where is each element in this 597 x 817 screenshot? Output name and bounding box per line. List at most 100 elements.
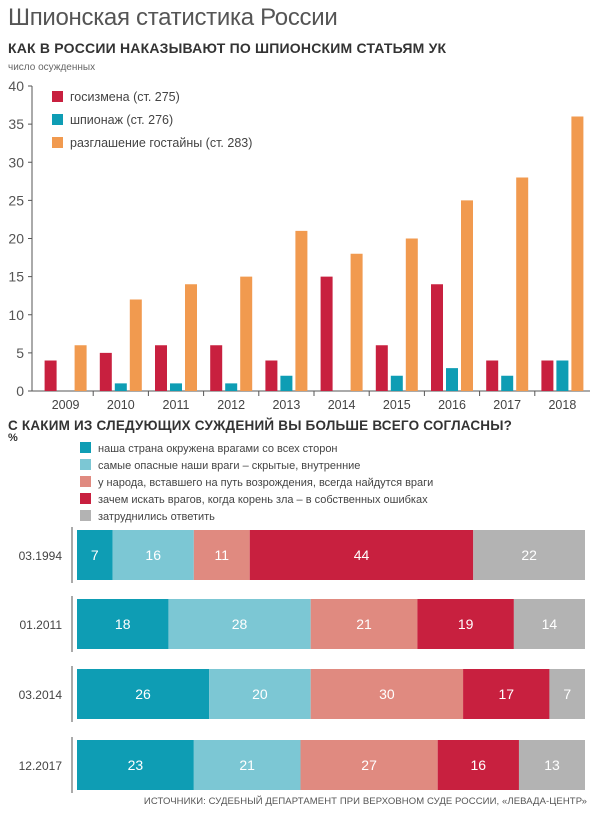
bar — [170, 383, 182, 391]
bar — [74, 345, 87, 391]
y-tick-label: 10 — [8, 307, 24, 323]
bar — [446, 368, 458, 391]
data-label: 14 — [542, 616, 558, 632]
bar — [114, 383, 127, 391]
bar — [129, 299, 142, 391]
data-label: 23 — [128, 757, 144, 773]
bar — [405, 238, 418, 391]
legend-swatch — [80, 493, 91, 504]
data-label: 16 — [145, 547, 161, 563]
bar — [225, 383, 238, 391]
y-tick-label: 0 — [16, 383, 24, 399]
bar — [516, 177, 529, 391]
legend-label: разглашение гостайны (ст. 283) — [70, 136, 252, 150]
y-tick-label: 30 — [8, 154, 24, 170]
bar-segment — [549, 669, 585, 719]
legend-label: наша страна окружена врагами со всех сто… — [98, 443, 338, 455]
legend-label: затруднились ответить — [98, 511, 215, 523]
legend-label: госизмена (ст. 275) — [70, 90, 180, 104]
legend-label: у народа, вставшего на путь возрождения,… — [98, 477, 433, 489]
bar-segment — [518, 740, 585, 790]
legend-swatch — [52, 114, 63, 125]
y-tick-label: 35 — [8, 116, 24, 132]
bar-segment — [513, 599, 585, 649]
bar-segment — [473, 530, 585, 580]
x-tick-label: 2014 — [328, 398, 356, 412]
chart1-title: КАК В РОССИИ НАКАЗЫВАЮТ ПО ШПИОНСКИМ СТА… — [8, 40, 447, 56]
data-label: 30 — [379, 686, 395, 702]
chart2-title: С КАКИМ ИЗ СЛЕДУЮЩИХ СУЖДЕНИЙ ВЫ БОЛЬШЕ … — [8, 418, 513, 433]
bar-segment — [249, 530, 474, 580]
bar — [240, 276, 253, 391]
bar — [461, 200, 473, 391]
y-tick-label: 15 — [8, 269, 24, 285]
legend-swatch — [52, 137, 63, 148]
page-title: Шпионская статистика России — [8, 4, 338, 31]
data-label: 28 — [232, 616, 248, 632]
legend-swatch — [52, 91, 63, 102]
data-label: 21 — [356, 616, 372, 632]
bar — [185, 284, 197, 391]
bar-segment — [193, 740, 301, 790]
category-label: 12.2017 — [19, 759, 63, 773]
y-tick-label: 25 — [8, 192, 24, 208]
chart2-unit-label: % — [8, 432, 18, 444]
y-tick-label: 5 — [16, 345, 24, 361]
legend-label: шпионаж (ст. 276) — [70, 113, 173, 127]
bar — [431, 284, 443, 391]
y-tick-label: 20 — [8, 231, 24, 247]
bar-segment — [437, 740, 519, 790]
data-label: 18 — [115, 616, 131, 632]
x-tick-label: 2015 — [383, 398, 411, 412]
bar-segment — [77, 599, 169, 649]
data-label: 26 — [135, 686, 151, 702]
bar-segment — [77, 530, 113, 580]
x-tick-label: 2013 — [272, 398, 300, 412]
bar — [571, 116, 584, 391]
data-label: 22 — [521, 547, 537, 563]
bar — [99, 352, 112, 391]
bar — [350, 253, 363, 391]
source-note: ИСТОЧНИКИ: СУДЕБНЫЙ ДЕПАРТАМЕНТ ПРИ ВЕРХ… — [143, 796, 587, 807]
bar — [541, 360, 554, 391]
bar-segment — [77, 669, 210, 719]
bar-segment — [77, 740, 194, 790]
x-tick-label: 2016 — [438, 398, 466, 412]
category-label: 01.2011 — [20, 618, 63, 632]
bar — [375, 345, 388, 391]
bar — [486, 360, 499, 391]
data-label: 11 — [215, 547, 230, 563]
data-label: 17 — [498, 686, 514, 702]
bar — [280, 375, 293, 391]
bar — [155, 345, 167, 391]
survey-enemies-chart: наша страна окружена врагами со всех сто… — [19, 442, 585, 793]
x-tick-label: 2011 — [163, 398, 190, 412]
data-label: 7 — [91, 547, 99, 563]
bar — [210, 345, 223, 391]
x-tick-label: 2010 — [107, 398, 135, 412]
bar — [556, 360, 569, 391]
data-label: 16 — [471, 757, 487, 773]
bar-segment — [310, 599, 418, 649]
data-label: 27 — [361, 757, 377, 773]
bar-segment — [209, 669, 311, 719]
x-tick-label: 2012 — [217, 398, 245, 412]
legend-swatch — [80, 476, 91, 487]
bar-segment — [193, 530, 250, 580]
legend-swatch — [80, 442, 91, 453]
category-label: 03.1994 — [19, 549, 63, 563]
bar-segment — [310, 669, 464, 719]
x-tick-label: 2018 — [548, 398, 576, 412]
bar — [265, 360, 278, 391]
legend-label: зачем искать врагов, когда корень зла – … — [98, 494, 428, 506]
bar-segment — [300, 740, 438, 790]
spy-convictions-chart: 0 5 10 15 20 25 30 35 40 2009 2010 2011 2012 2013 2014… — [8, 78, 590, 412]
data-label: 13 — [544, 757, 560, 773]
legend-label: самые опасные наши враги – скрытые, внут… — [98, 460, 360, 472]
data-label: 7 — [563, 686, 571, 702]
data-label: 44 — [354, 547, 370, 563]
bar — [390, 375, 403, 391]
category-label: 03.2014 — [19, 688, 63, 702]
bar-segment — [112, 530, 194, 580]
bar-segment — [463, 669, 550, 719]
